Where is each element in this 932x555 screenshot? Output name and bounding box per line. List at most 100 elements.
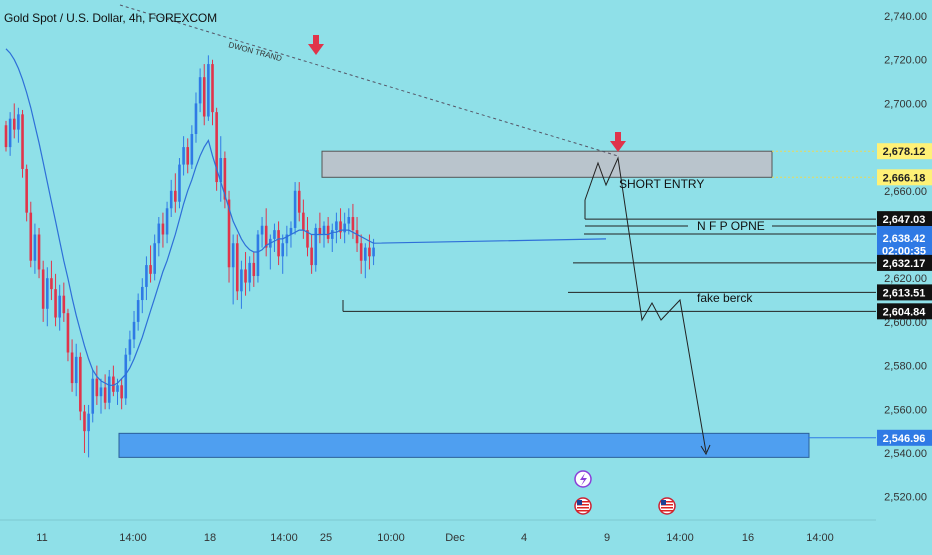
support-zone [118,432,810,458]
candle-body [310,247,313,266]
candle-body [74,356,78,384]
price-tag-label: 2,638.42 [883,233,926,245]
candle-body [231,243,235,268]
price-tag [877,242,932,259]
y-tick-label: 2,540.00 [884,448,927,460]
candle-body [256,234,260,277]
y-tick-label: 2,700.00 [884,98,927,110]
lightning-icon [580,473,587,486]
candle-body [347,217,351,224]
candle-body [83,411,86,432]
y-tick-label: 2,520.00 [884,492,927,504]
short-arrow [610,141,626,152]
candle-body [95,378,99,397]
x-tick-label: 14:00 [119,532,147,544]
projection-arrowhead [700,444,711,456]
candle-body [207,64,210,117]
candle-body [182,147,185,165]
moving-average-line [5,48,607,386]
us-flag-icon [661,510,673,512]
candle-body [339,221,342,233]
price-tag [877,429,932,446]
x-tick-label: 14:00 [270,532,298,544]
candle-body [107,376,111,403]
candle-body [289,227,293,235]
x-tick-label: 10:00 [377,532,405,544]
trendline-label: DWON TRAND [227,40,283,63]
candle-body [306,230,309,248]
price-tag [877,229,932,246]
candle-body [302,212,305,231]
x-tick-label: 16 [742,532,754,544]
candle-body [223,158,227,200]
candle-body [368,247,371,257]
x-tick-label: 11 [36,532,47,544]
price-tag-label: 2,546.96 [883,433,926,445]
candle-body [244,269,247,283]
candle-body [4,125,8,148]
candle-body [50,278,53,290]
candle-body [62,295,66,314]
candle-body [79,356,82,412]
price-tag-label: 2,613.51 [883,287,926,299]
x-tick-label: 14:00 [666,532,694,544]
candle-body [372,247,375,257]
candle-body [318,227,322,235]
x-tick-label: 25 [320,532,332,544]
us-flag-icon [661,500,666,505]
candle-body [112,376,115,392]
projection-path [584,156,707,453]
price-tag-label: 2,666.18 [883,172,926,184]
candle-body [359,243,363,261]
candle-body [124,354,128,399]
candle-body [219,158,223,183]
price-tag [877,254,932,271]
candle-body [91,378,95,414]
candle-body [227,199,231,268]
candle-body [136,300,140,322]
x-tick-label: Dec [445,532,465,544]
x-tick-label: 14:00 [806,532,834,544]
chart-title: Gold Spot / U.S. Dollar, 4h, FOREXCOM [4,11,218,25]
price-tag [877,303,932,320]
candle-body [12,118,16,130]
candle-body [132,321,136,340]
y-tick-label: 2,580.00 [884,361,927,373]
candle-body [145,265,148,287]
nfp-label: N F P OPNE [697,219,765,233]
candle-body [293,190,297,228]
candle-body [178,164,181,202]
candle-body [21,114,24,169]
us-flag-icon [577,504,589,506]
candle-body [33,234,37,261]
price-tag [877,143,932,160]
resistance-zone [321,150,773,178]
candle-body [140,286,144,301]
candle-body [25,168,28,213]
price-tag-label: 2,632.17 [883,258,926,270]
candle-body [153,243,156,274]
candle-body [248,262,251,283]
candle-body [264,225,268,248]
candle-body [37,234,41,270]
candle-body [285,234,289,244]
candle-body [161,223,165,235]
candle-body [211,64,214,113]
us-flag-icon [577,500,582,505]
candle-body [99,387,103,397]
candle-body [194,103,198,134]
candle-body [343,223,346,233]
price-tag [877,284,932,301]
x-tick-label: 9 [604,532,610,544]
y-tick-label: 2,620.00 [884,273,927,285]
price-tag [877,169,932,186]
candle-body [120,385,123,399]
x-tick-label: 4 [521,532,527,544]
candle-body [70,352,74,384]
candle-body [202,77,206,117]
price-tag [877,211,932,228]
candle-body [322,225,326,235]
candle-body [149,265,152,274]
